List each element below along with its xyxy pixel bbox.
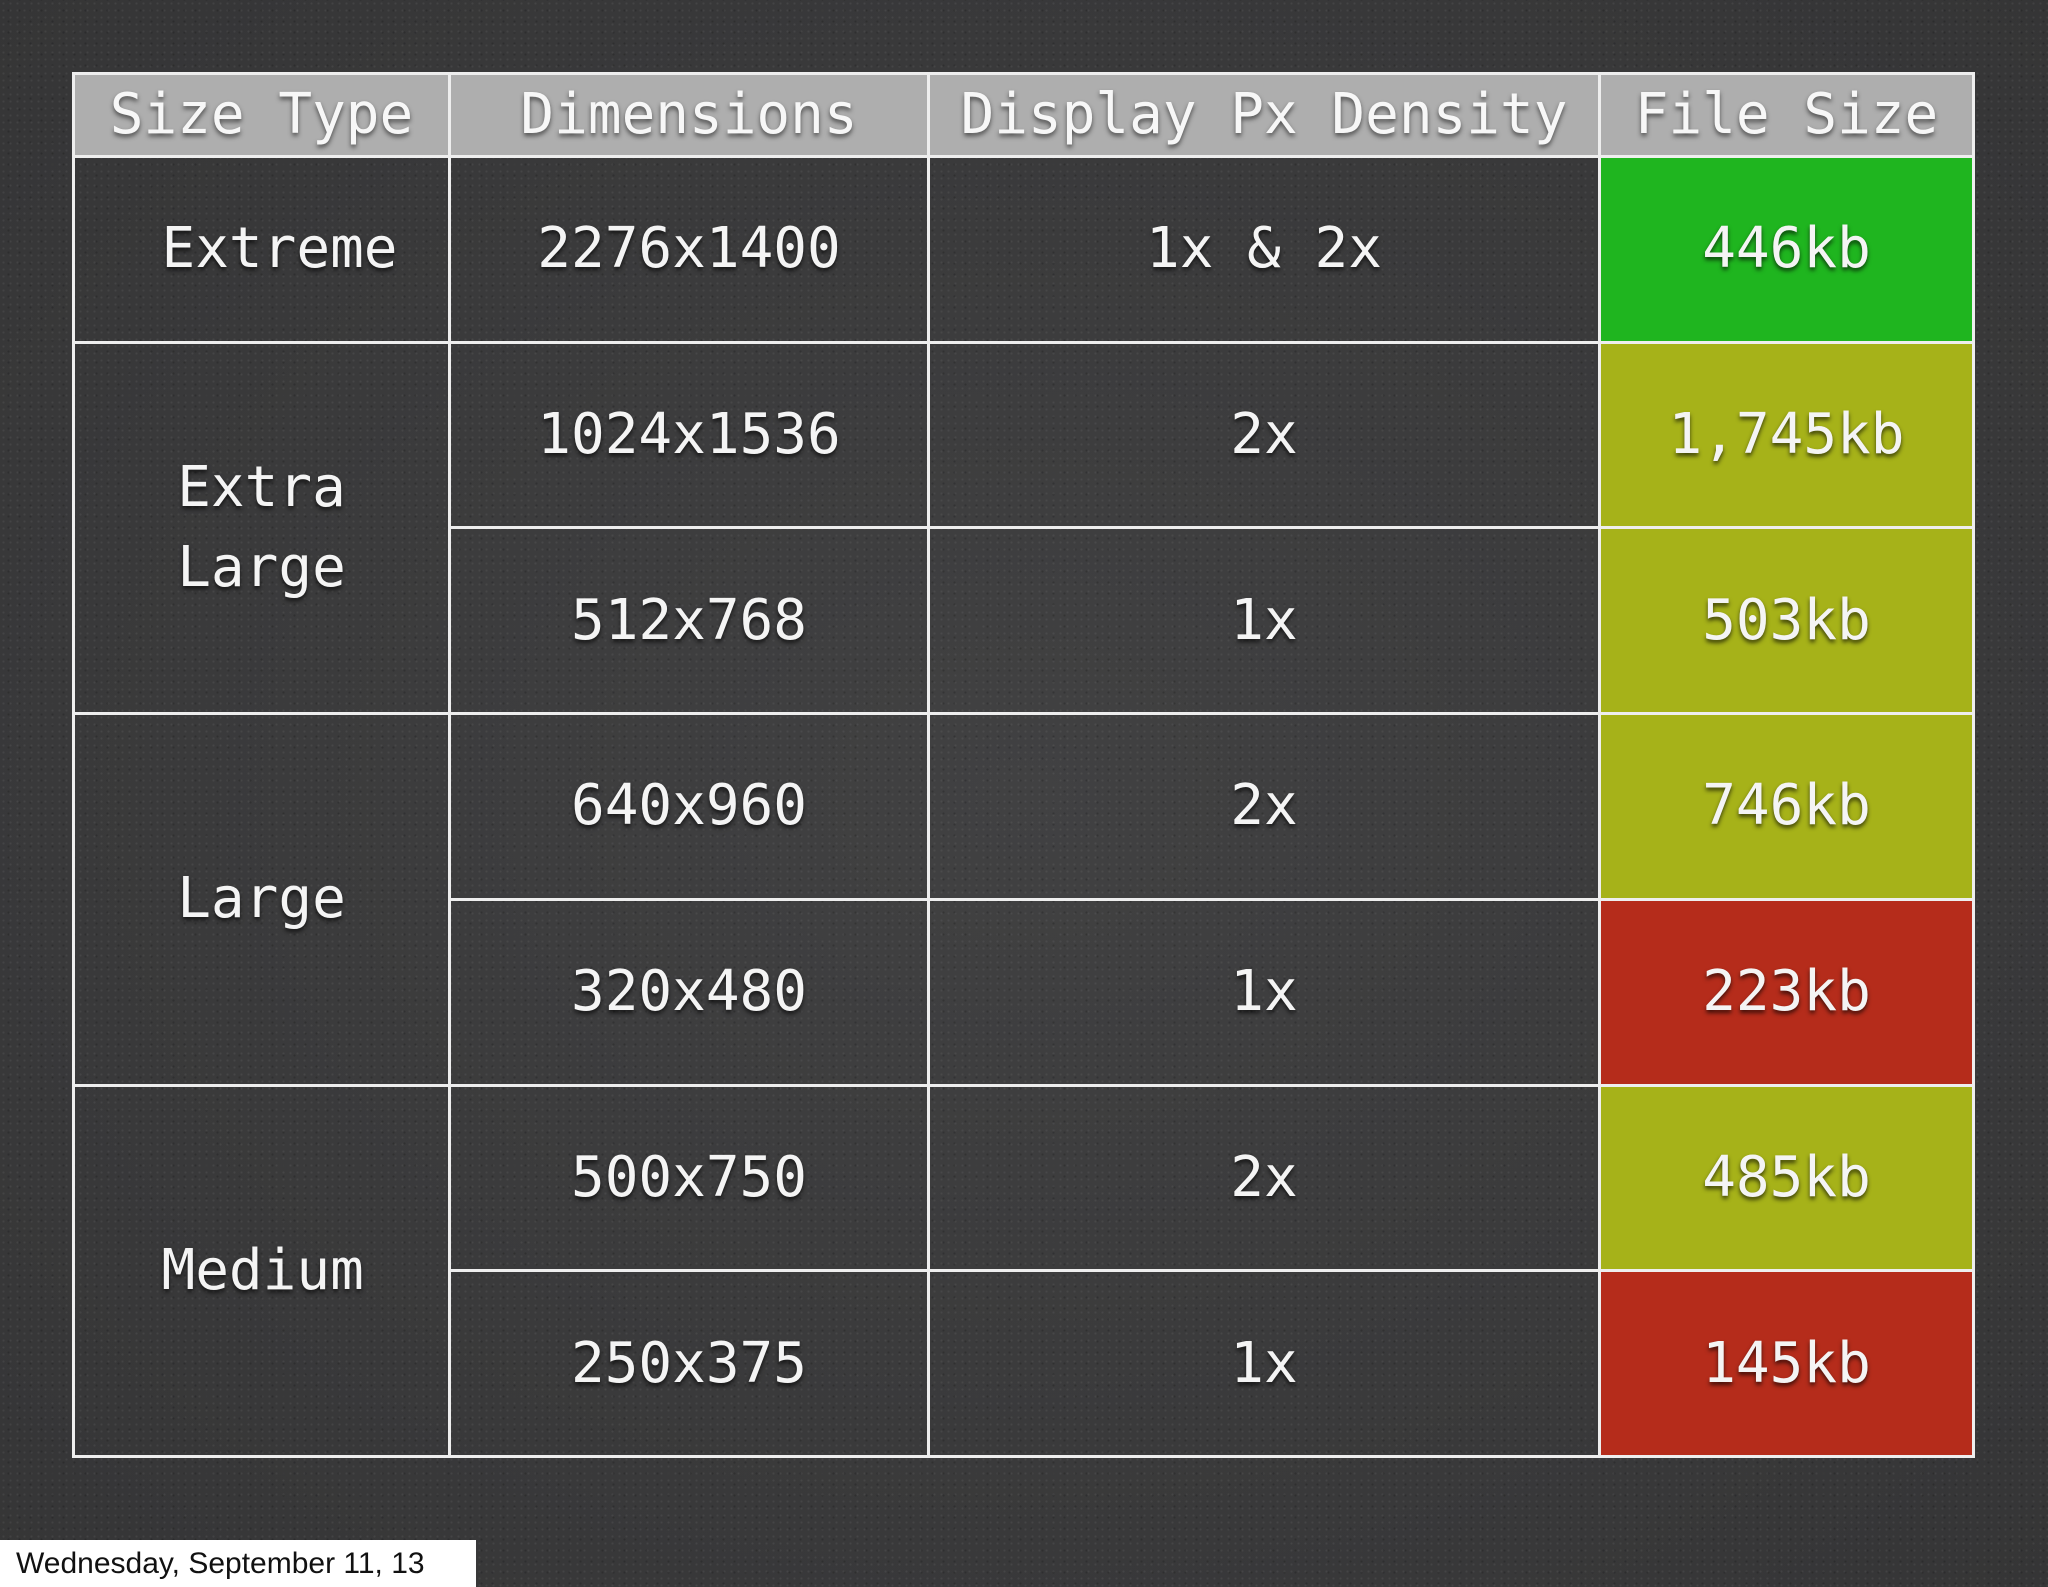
- density-cell: 1x: [927, 897, 1601, 1087]
- file-size-cell: 145kb: [1598, 1269, 1975, 1458]
- header-density: Display Px Density: [927, 72, 1601, 158]
- table-row: 320x480 1x 223kb: [74, 897, 1975, 1087]
- table-row: Medium 500x750 2x 485kb: [72, 1083, 1975, 1459]
- file-size-cell: 503kb: [1598, 526, 1975, 716]
- size-type-cell: Extra Large: [72, 340, 451, 716]
- table-row: 512x768 1x 503kb: [74, 526, 1975, 716]
- size-type-label: Extreme: [161, 216, 398, 282]
- density-cell: 1x: [927, 1269, 1601, 1458]
- size-type-label: Medium: [161, 1237, 364, 1303]
- table-row: 250x375 1x 145kb: [74, 1269, 1975, 1458]
- density-cell: 2x: [927, 340, 1601, 530]
- dimensions-cell: 2276x1400: [448, 155, 930, 344]
- size-type-cell: Medium: [72, 1083, 451, 1459]
- table-row: Large 640x960 2x 746kb: [72, 712, 1975, 1087]
- header-dimensions: Dimensions: [448, 72, 930, 158]
- dimensions-cell: 320x480: [448, 897, 930, 1087]
- file-size-cell: 1,745kb: [1598, 340, 1975, 530]
- header-file-size: File Size: [1598, 72, 1975, 158]
- density-cell: 2x: [927, 712, 1601, 901]
- size-type-cell: Extreme: [72, 155, 451, 344]
- dimensions-cell: 512x768: [448, 526, 930, 716]
- file-size-table: Size Type Dimensions Display Px Density …: [72, 72, 1975, 1459]
- dimensions-cell: 250x375: [448, 1269, 930, 1458]
- table-row: Extra Large 1024x1536 2x 1,745kb: [72, 340, 1975, 716]
- density-cell: 2x: [927, 1083, 1601, 1273]
- file-size-cell: 446kb: [1598, 155, 1975, 344]
- density-cell: 1x & 2x: [927, 155, 1601, 344]
- size-type-cell: Large: [72, 712, 451, 1087]
- size-type-label: Extra Large: [177, 454, 346, 600]
- footer-bar: [0, 1540, 476, 1587]
- dimensions-cell: 500x750: [448, 1083, 930, 1273]
- table-row: Extreme 2276x1400 1x & 2x 446kb: [72, 155, 1975, 344]
- file-size-cell: 485kb: [1598, 1083, 1975, 1273]
- header-size-type: Size Type: [72, 72, 451, 158]
- dimensions-cell: 640x960: [448, 712, 930, 901]
- footer-date: Wednesday, September 11, 13: [16, 1547, 425, 1580]
- density-cell: 1x: [927, 526, 1601, 716]
- file-size-cell: 223kb: [1598, 897, 1975, 1087]
- size-type-label: Large: [177, 866, 346, 932]
- dimensions-cell: 1024x1536: [448, 340, 930, 530]
- header-row: Size Type Dimensions Display Px Density …: [72, 72, 1975, 158]
- file-size-cell: 746kb: [1598, 712, 1975, 901]
